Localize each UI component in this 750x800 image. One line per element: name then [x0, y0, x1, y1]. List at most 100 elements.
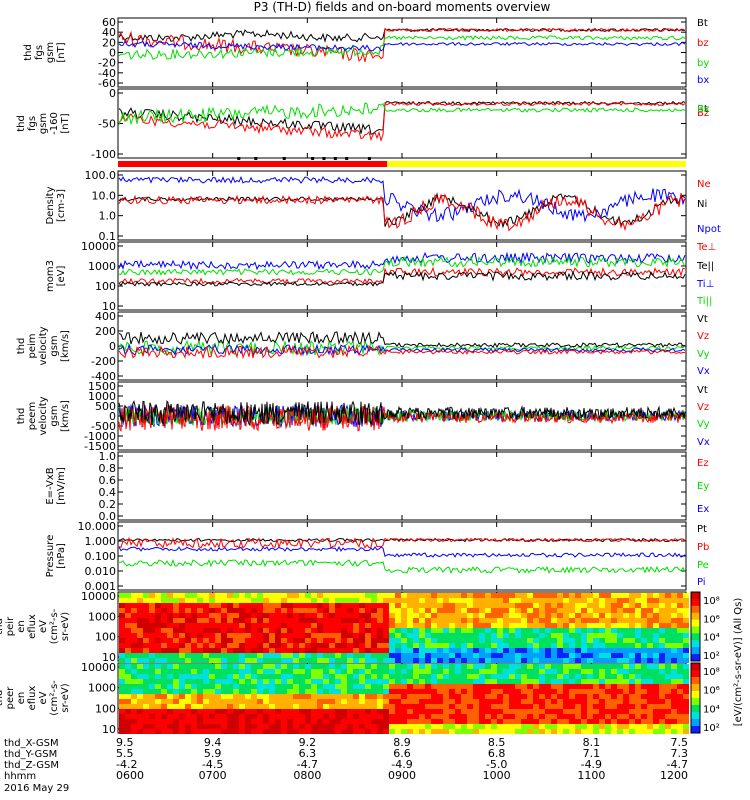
y-tick-label: 10000 [81, 590, 116, 603]
spectrogram-cell [401, 674, 407, 679]
spectrogram-cell [563, 598, 569, 603]
spectrogram-cell [563, 658, 569, 663]
spectrogram-cell [251, 704, 257, 709]
spectrogram-cell [419, 633, 425, 638]
spectrogram-cell [323, 603, 329, 608]
spectrogram-cell [191, 714, 197, 719]
spectrogram-cell [167, 618, 173, 623]
spectrogram-cell [473, 699, 479, 704]
y-axis-label-line: peir [5, 616, 16, 636]
spectrogram-cell [359, 689, 365, 694]
spectrogram-cell [623, 684, 629, 689]
spectrogram-cell [677, 719, 683, 724]
spectrogram-cell [125, 613, 131, 618]
spectrogram-cell [209, 684, 215, 689]
spectrogram-cell [245, 669, 251, 674]
spectrogram-cell [521, 664, 527, 669]
spectrogram-cell [593, 628, 599, 633]
spectrogram-cell [305, 679, 311, 684]
spectrogram-cell [269, 613, 275, 618]
spectrogram-cell [281, 689, 287, 694]
spectrogram-cell [263, 608, 269, 613]
spectrogram-cell [275, 729, 281, 734]
spectrogram-cell [197, 643, 203, 648]
spectrogram-cell [317, 648, 323, 653]
spectrogram-cell [491, 593, 497, 598]
spectrogram-cell [515, 648, 521, 653]
spectrogram-cell [341, 699, 347, 704]
spectrogram-cell [311, 598, 317, 603]
spectrogram-cell [665, 729, 671, 734]
spectrogram-cell [353, 608, 359, 613]
colorbar-swatch [691, 670, 700, 678]
spectrogram-cell [275, 699, 281, 704]
spectrogram-cell [131, 714, 137, 719]
spectrogram-cell [389, 694, 395, 699]
spectrogram-cell [467, 694, 473, 699]
spectrogram-cell [653, 694, 659, 699]
spectrogram-cell [443, 694, 449, 699]
spectrogram-cell [299, 704, 305, 709]
spectrogram-cell [155, 598, 161, 603]
spectrogram-cell [329, 618, 335, 623]
spectrogram-cell [203, 643, 209, 648]
spectrogram-cell [143, 618, 149, 623]
spectrogram-cell [581, 648, 587, 653]
spectrogram-cell [665, 694, 671, 699]
spectrogram-cell [515, 658, 521, 663]
spectrogram-cell [539, 613, 545, 618]
spectrogram-cell [365, 618, 371, 623]
spectrogram-cell [659, 694, 665, 699]
spectrogram-cell [641, 664, 647, 669]
spectrogram-cell [173, 704, 179, 709]
spectrogram-cell [677, 598, 683, 603]
spectrogram-cell [479, 724, 485, 729]
spectrogram-cell [593, 674, 599, 679]
spectrogram-cell [197, 658, 203, 663]
spectrogram-cell [311, 699, 317, 704]
spectrogram-cell [341, 674, 347, 679]
spectrogram-cell [185, 618, 191, 623]
spectrogram-cell [437, 724, 443, 729]
spectrogram-cell [197, 714, 203, 719]
x-tick-label-ygsm: 6.6 [393, 747, 411, 760]
spectrogram-cell [311, 684, 317, 689]
spectrogram-cell [383, 699, 389, 704]
y-axis-label-line: thd [0, 618, 5, 635]
y-axis-label-line: [nT] [56, 42, 67, 62]
spectrogram-cell [125, 593, 131, 598]
spectrogram-cell [215, 658, 221, 663]
spectrogram-cell [221, 623, 227, 628]
spectrogram-cell [647, 623, 653, 628]
spectrogram-cell [125, 704, 131, 709]
spectrogram-cell [521, 669, 527, 674]
spectrogram-cell [341, 729, 347, 734]
spectrogram-cell [665, 709, 671, 714]
spectrogram-cell [467, 719, 473, 724]
spectrogram-cell [293, 633, 299, 638]
spectrogram-cell [581, 643, 587, 648]
spectrogram-cell [527, 653, 533, 658]
spectrogram-cell [269, 699, 275, 704]
spectrogram-cell [167, 704, 173, 709]
spectrogram-cell [665, 598, 671, 603]
spectrogram-cell [497, 694, 503, 699]
spectrogram-cell [557, 608, 563, 613]
spectrogram-cell [545, 714, 551, 719]
spectrogram-cell [161, 689, 167, 694]
spectrogram-cell [467, 658, 473, 663]
legend-fgs_gsm_160-Bx: Bx [697, 104, 710, 115]
spectrogram-cell [335, 724, 341, 729]
spectrogram-cell [401, 593, 407, 598]
spectrogram-cell [407, 618, 413, 623]
spectrogram-cell [587, 653, 593, 658]
y-tick-label: 20 [102, 36, 116, 49]
spectrogram-cell [305, 603, 311, 608]
spectrogram-cell [281, 714, 287, 719]
spectrogram-cell [653, 704, 659, 709]
spectrogram-cell [311, 674, 317, 679]
spectrogram-cell [443, 699, 449, 704]
spectrogram-cell [491, 674, 497, 679]
spectrogram-cell [413, 608, 419, 613]
spectrogram-cell [575, 669, 581, 674]
